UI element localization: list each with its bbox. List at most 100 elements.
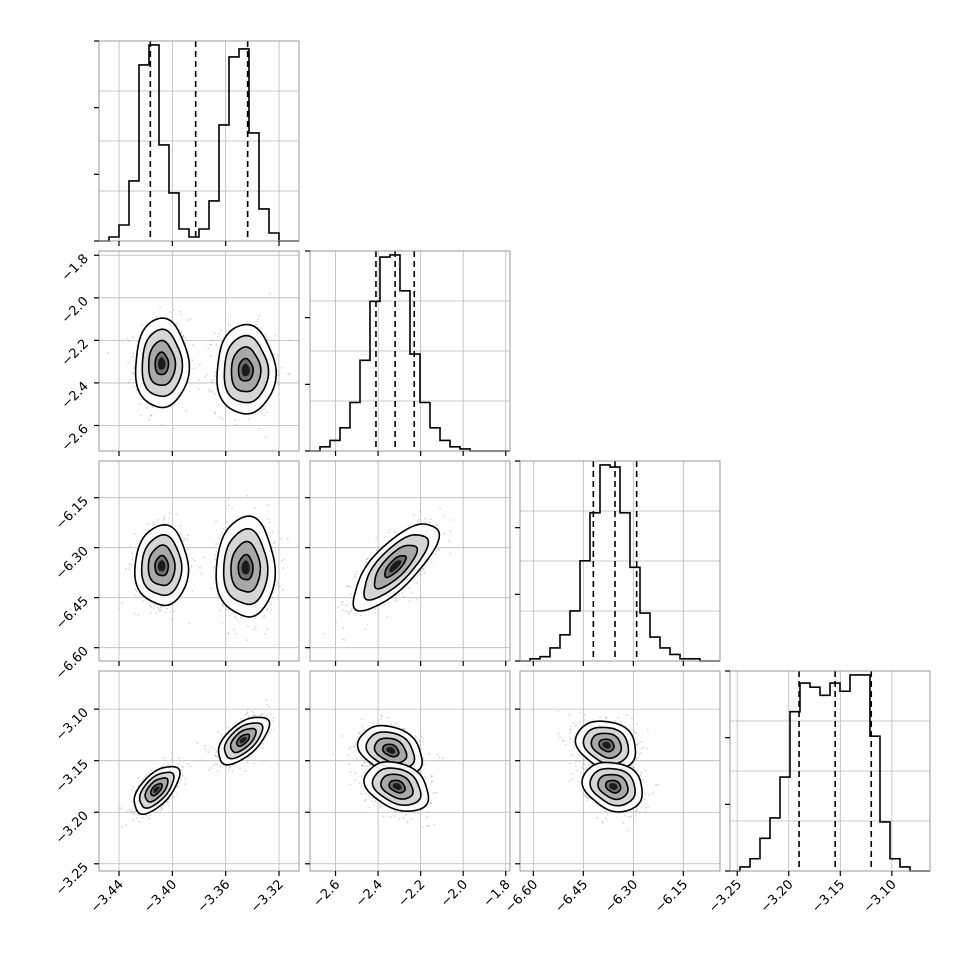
sample-point bbox=[434, 553, 437, 556]
sample-point bbox=[149, 601, 152, 604]
sample-point bbox=[173, 404, 176, 406]
sample-point bbox=[266, 628, 268, 631]
sample-point bbox=[274, 333, 277, 336]
sample-point bbox=[146, 522, 149, 525]
panel-frame bbox=[309, 670, 511, 872]
sample-point bbox=[227, 727, 230, 729]
sample-point bbox=[418, 744, 421, 747]
panel-frame bbox=[519, 460, 721, 662]
sample-point bbox=[354, 772, 357, 775]
sample-point bbox=[398, 818, 401, 820]
sample-point bbox=[359, 731, 362, 734]
sample-point bbox=[393, 810, 396, 813]
x-tick-label: −2.6 bbox=[310, 877, 343, 910]
sample-point bbox=[215, 371, 217, 373]
contour-line bbox=[154, 554, 170, 577]
sample-point bbox=[416, 598, 418, 601]
sample-point bbox=[125, 567, 127, 570]
sample-point bbox=[163, 757, 166, 760]
hist2d-panel-5: −6.60 −6.45 −6.30 −6.15 bbox=[502, 670, 721, 916]
sample-point bbox=[129, 808, 131, 811]
sample-point bbox=[426, 815, 429, 818]
sample-point bbox=[229, 315, 232, 318]
sample-point bbox=[133, 365, 136, 368]
sample-point bbox=[183, 537, 185, 539]
x-tick-label: −2.0 bbox=[438, 877, 471, 910]
sample-point bbox=[229, 765, 232, 768]
sample-point bbox=[323, 632, 325, 635]
sample-point bbox=[132, 786, 135, 789]
sample-point bbox=[217, 346, 220, 349]
sample-point bbox=[416, 811, 419, 814]
sample-point bbox=[148, 419, 151, 421]
contour-line bbox=[223, 722, 264, 760]
sample-point bbox=[163, 518, 165, 521]
sample-point bbox=[416, 582, 418, 585]
sample-point bbox=[360, 793, 363, 796]
sample-point bbox=[121, 602, 124, 604]
sample-point bbox=[387, 717, 390, 719]
sample-point bbox=[249, 755, 252, 758]
sample-point bbox=[227, 504, 230, 507]
sample-point bbox=[389, 528, 391, 531]
sample-point bbox=[231, 770, 234, 772]
sample-point bbox=[191, 590, 194, 593]
panel-content bbox=[323, 507, 452, 641]
sample-point bbox=[227, 632, 230, 634]
sample-point bbox=[207, 751, 210, 754]
sample-point bbox=[210, 746, 213, 748]
sample-point bbox=[423, 763, 425, 766]
sample-point bbox=[395, 722, 398, 725]
sample-point bbox=[144, 528, 147, 531]
sample-point bbox=[280, 559, 283, 562]
sample-point bbox=[150, 769, 153, 771]
sample-point bbox=[179, 532, 182, 535]
sample-point bbox=[132, 372, 135, 374]
sample-point bbox=[270, 608, 273, 611]
sample-point bbox=[130, 371, 133, 374]
histogram-step bbox=[520, 464, 720, 662]
y-tick-label: −6.60 bbox=[53, 644, 92, 683]
sample-point bbox=[157, 606, 159, 609]
sample-point bbox=[408, 587, 411, 589]
sample-point bbox=[132, 356, 134, 358]
sample-point bbox=[128, 563, 131, 565]
sample-point bbox=[387, 531, 390, 534]
sample-point bbox=[395, 597, 397, 600]
sample-point bbox=[137, 777, 140, 779]
sample-point bbox=[146, 774, 149, 777]
sample-point bbox=[214, 332, 216, 335]
sample-point bbox=[380, 715, 383, 718]
sample-point bbox=[430, 774, 433, 777]
sample-point bbox=[216, 755, 219, 758]
sample-point bbox=[142, 778, 145, 781]
sample-point bbox=[254, 715, 257, 717]
sample-point bbox=[191, 558, 194, 560]
sample-point bbox=[127, 362, 129, 364]
sample-point bbox=[342, 627, 345, 630]
density-core bbox=[392, 783, 402, 790]
sample-point bbox=[214, 375, 217, 377]
sample-point bbox=[176, 785, 179, 788]
sample-point bbox=[175, 513, 178, 516]
x-tick-label: −2.2 bbox=[396, 877, 429, 910]
sample-point bbox=[246, 711, 249, 714]
sample-point bbox=[271, 597, 274, 599]
sample-point bbox=[363, 761, 366, 764]
sample-point bbox=[264, 334, 267, 336]
sample-point bbox=[274, 540, 276, 543]
sample-point bbox=[189, 318, 192, 321]
sample-point bbox=[365, 561, 368, 563]
sample-point bbox=[280, 537, 283, 540]
sample-point bbox=[430, 801, 432, 804]
sample-point bbox=[139, 402, 141, 405]
sample-point bbox=[180, 330, 183, 333]
sample-point bbox=[366, 765, 369, 768]
sample-point bbox=[210, 355, 212, 357]
sample-point bbox=[209, 343, 212, 346]
sample-point bbox=[351, 607, 354, 610]
contour-line bbox=[134, 317, 191, 409]
y-tick-label: −3.15 bbox=[53, 757, 92, 796]
sample-point bbox=[178, 763, 180, 765]
sample-point bbox=[282, 567, 285, 570]
